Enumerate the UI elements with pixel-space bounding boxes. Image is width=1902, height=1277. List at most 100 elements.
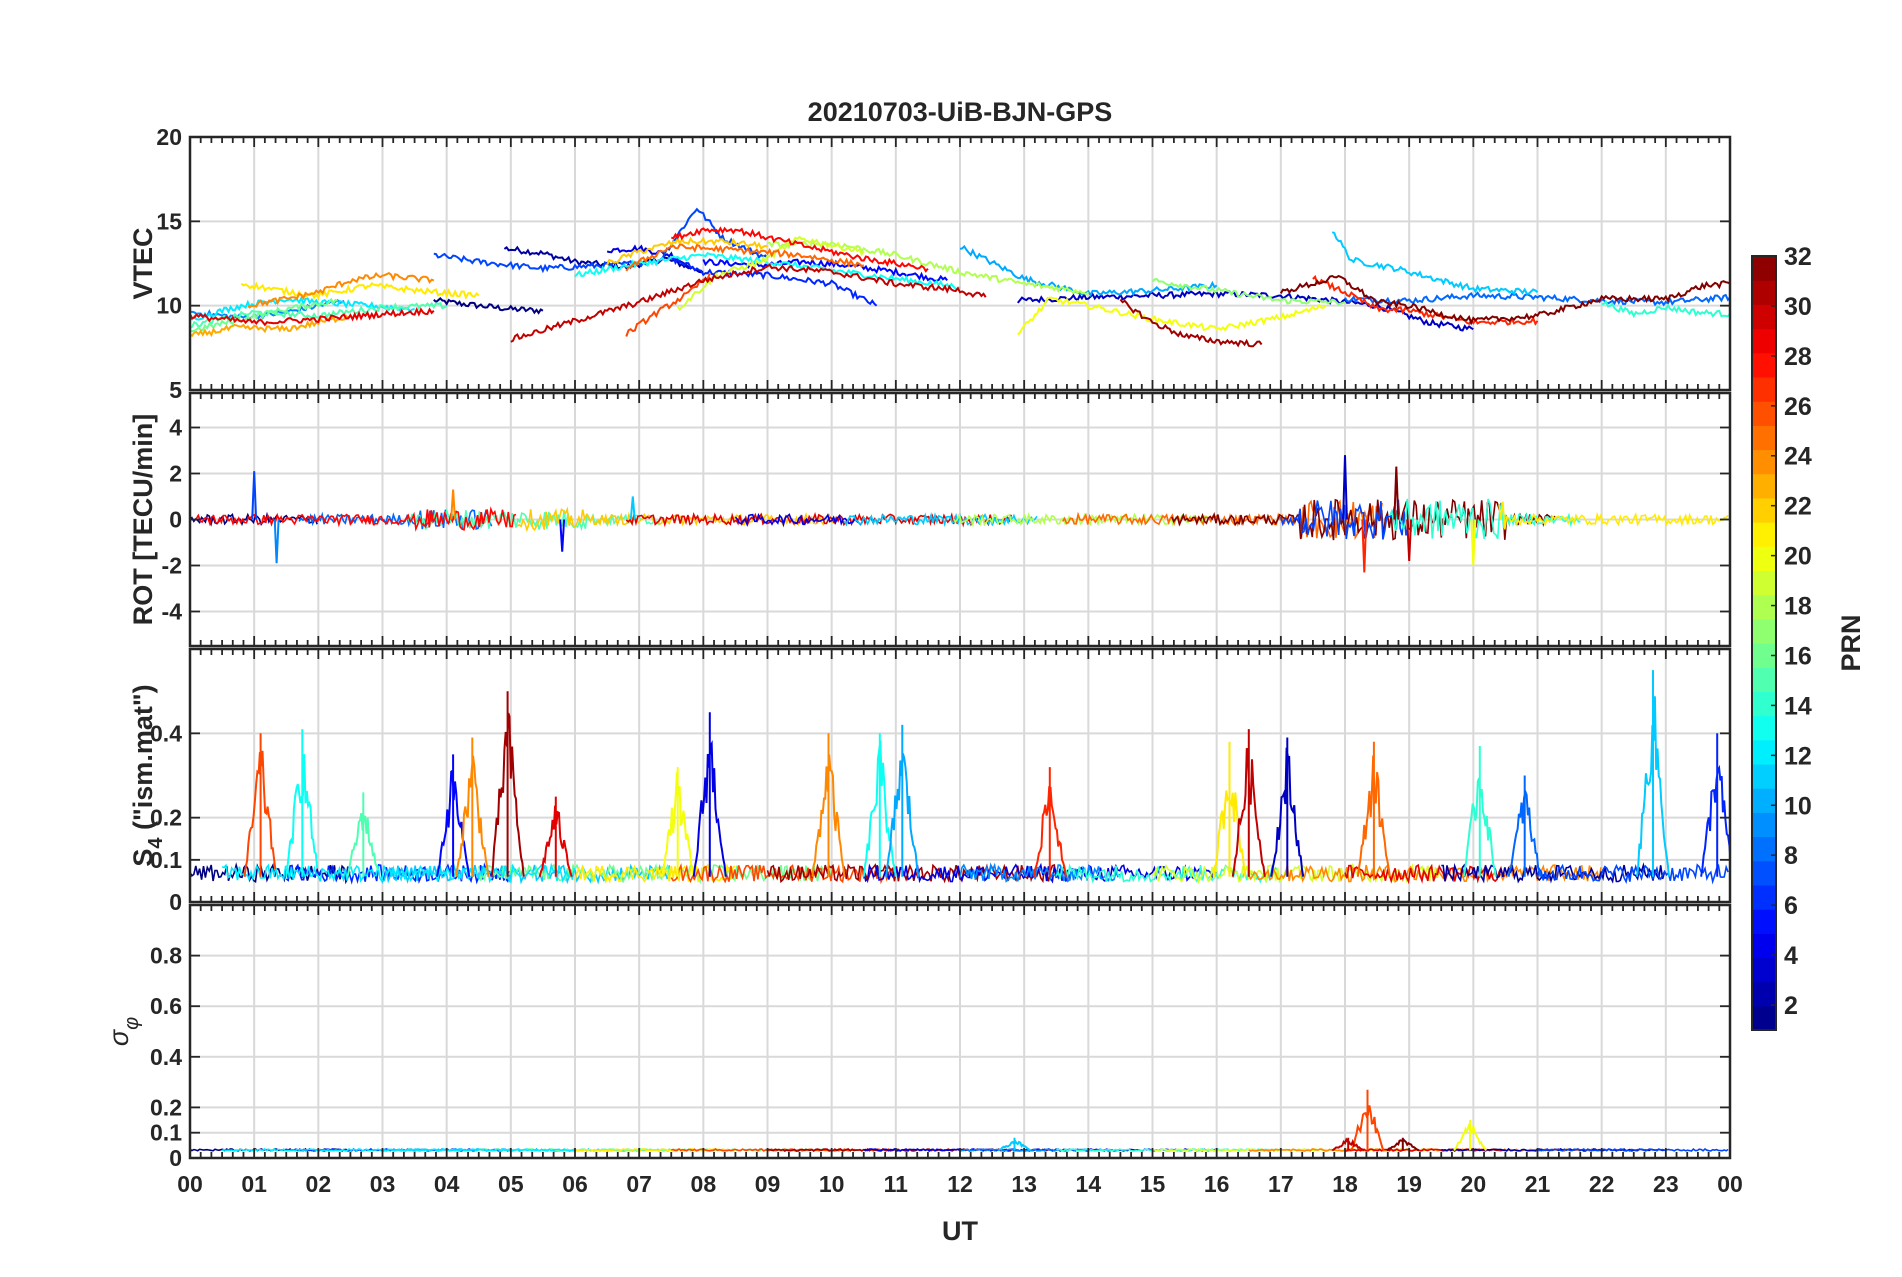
colorbar-segment (1752, 473, 1776, 499)
y-tick-label: 15 (156, 208, 182, 234)
x-tick-label: 23 (1653, 1171, 1679, 1197)
y-label-main: S (128, 849, 158, 867)
peak-prn-24 (811, 733, 846, 877)
peak-prn-32 (1386, 1137, 1420, 1152)
colorbar-tick-label: 6 (1784, 892, 1798, 920)
y-tick-label: -4 (162, 599, 183, 625)
baseline-trace-prn-26 (670, 862, 896, 885)
x-tick-label: 00 (1717, 1171, 1743, 1197)
x-tick-label: 21 (1525, 1171, 1551, 1197)
x-tick-label: 03 (370, 1171, 396, 1197)
colorbar-segment (1752, 691, 1776, 717)
y-label-sub: φ (121, 1017, 143, 1030)
colorbar-tick-label: 26 (1784, 393, 1812, 421)
colorbar-tick-label: 32 (1784, 243, 1812, 271)
y-tick-label: 0.6 (150, 993, 182, 1019)
series-line-prn-26 (625, 273, 711, 337)
x-tick-label: 12 (947, 1171, 973, 1197)
peak-prn-6 (1700, 733, 1730, 877)
y-tick-label: 0.1 (150, 1120, 182, 1146)
y-tick-label: 0.8 (150, 943, 182, 969)
peak-prn-20 (660, 767, 695, 877)
series-line-prn-29 (190, 306, 435, 327)
series-line-prn-11 (1331, 231, 1539, 296)
x-tick-label: 06 (562, 1171, 588, 1197)
colorbar-segment (1752, 570, 1776, 596)
x-tick-label: 16 (1204, 1171, 1230, 1197)
colorbar-tick-label: 12 (1784, 742, 1812, 770)
y-tick-label: 20 (156, 124, 182, 150)
peak-prn-26 (1350, 1089, 1385, 1151)
rot-spike-prn-30 (1406, 519, 1413, 561)
series-line-prn-6 (670, 255, 878, 307)
rot-spike-prn-9 (273, 519, 280, 564)
colorbar-segment (1752, 522, 1776, 547)
panel-vtec: 5 10 15 20 VTEC (128, 124, 1732, 403)
x-tick-label: 17 (1268, 1171, 1294, 1197)
series-group (190, 670, 1730, 885)
peak-prn-4 (692, 712, 727, 877)
series-line-prn-12 (190, 296, 415, 321)
series-line-prn-7 (433, 207, 769, 274)
colorbar-tick-label: 18 (1784, 593, 1812, 621)
y-tick-label: 0 (169, 507, 182, 533)
rot-trace-prn-18 (952, 512, 1210, 528)
y-tick-label: 0.4 (150, 720, 182, 746)
x-tick-label: 08 (691, 1171, 717, 1197)
series-line-prn-14 (1601, 300, 1730, 319)
colorbar-segment (1752, 328, 1776, 354)
colorbar-segment (1752, 909, 1776, 934)
y-tick-label: -2 (162, 553, 182, 579)
rot-spike-prn-3 (1342, 455, 1348, 520)
series-line-prn-31 (1119, 298, 1263, 348)
colorbar-segment (1752, 667, 1776, 692)
panel-sigma_phi: 00.10.2 0.4 0.6 0.8 σφ (104, 903, 1732, 1171)
peak-prn-24 (455, 737, 490, 877)
colorbar-segment (1752, 788, 1776, 813)
x-tick-label: 22 (1589, 1171, 1615, 1197)
colorbar-segment (1752, 884, 1776, 910)
colorbar-segment (1752, 401, 1776, 426)
series-line-prn-32 (1279, 274, 1730, 326)
colorbar-tick-label: 16 (1784, 642, 1812, 670)
colorbar-segment (1752, 1005, 1776, 1031)
colorbar-label: PRN (1836, 614, 1866, 671)
baseline-trace-prn-7 (1537, 1148, 1729, 1152)
peak-prn-10 (885, 724, 920, 877)
baseline-trace-prn-7 (1536, 863, 1729, 885)
series-line-prn-8 (1344, 291, 1730, 307)
series-group (190, 207, 1730, 348)
peak-prn-29 (538, 796, 573, 878)
y-axis-label-s4: S4 ("ism.mat") (128, 684, 167, 866)
y-label-main: σ (104, 1028, 134, 1046)
x-tick-label: 00 (177, 1171, 203, 1197)
peak-prn-26 (243, 733, 277, 877)
y-axis-label-sigma_phi: σφ (104, 1017, 143, 1046)
peak-prn-20 (1453, 1120, 1487, 1152)
baseline-trace-prn-31 (766, 863, 1057, 884)
series-line-prn-10 (959, 244, 1218, 298)
series-line-prn-30 (510, 263, 987, 343)
colorbar-segment (1752, 981, 1776, 1007)
colorbar-segment (1752, 546, 1776, 572)
series-line-prn-23 (190, 314, 352, 338)
peak-prn-27 (1032, 767, 1067, 877)
colorbar-tick-label: 8 (1784, 842, 1798, 870)
colorbar-frame (1751, 255, 1777, 1031)
x-tick-label: 20 (1461, 1171, 1487, 1197)
x-axis: 00 01 02 03 04 05 06 07 08 09 10 11 12 13 14 15 16 17 18 19… (177, 1171, 1743, 1197)
baseline-trace-prn-12 (221, 862, 576, 885)
colorbar-tick-label: 4 (1784, 942, 1798, 970)
series-line-prn-1 (433, 297, 544, 315)
peak-prn-11 (997, 1137, 1032, 1152)
tick-marks (189, 649, 1731, 903)
series-line-prn-21 (240, 281, 480, 300)
series-line-prn-24 (247, 271, 435, 308)
y-axis-label-rot: ROT [TECU/min] (128, 414, 158, 625)
rot-spike-prn-32 (1393, 466, 1400, 520)
rot-spike-prn-27 (1361, 519, 1368, 573)
